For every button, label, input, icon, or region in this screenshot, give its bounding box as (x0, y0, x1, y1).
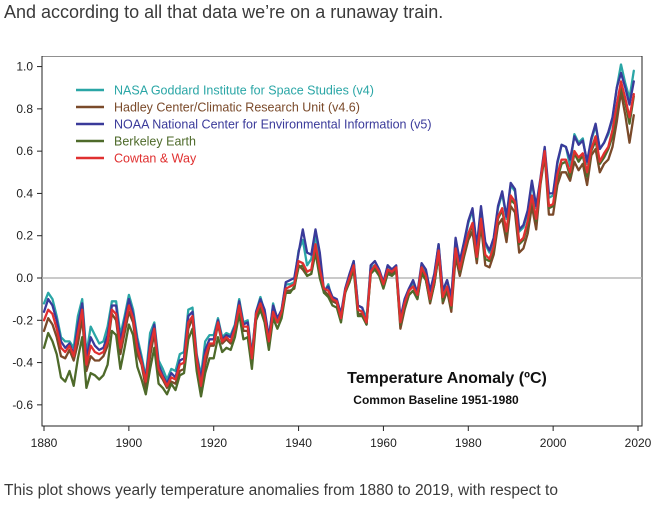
y-tick-label: 0.4 (16, 186, 33, 200)
legend-label-4: Cowtan & Way (114, 152, 197, 166)
caption-text: This plot shows yearly temperature anoma… (4, 482, 558, 499)
x-tick-label: 1900 (116, 436, 143, 450)
y-tick-label: 0.2 (16, 229, 33, 243)
x-tick-label: 2020 (625, 436, 652, 450)
x-tick-label: 1940 (285, 436, 312, 450)
x-tick-label: 1880 (31, 436, 58, 450)
legend-label-0: NASA Goddard Institute for Space Studies… (114, 84, 374, 98)
series-lines (42, 63, 635, 398)
y-tick-label: 1.0 (16, 60, 33, 74)
y-tick-label: 0.6 (16, 144, 33, 158)
series-line-4 (42, 80, 635, 387)
x-tick-label: 1920 (200, 436, 227, 450)
y-tick-label: -0.6 (12, 398, 33, 412)
legend-label-3: Berkeley Earth (114, 135, 196, 149)
annotation-subtitle: Common Baseline 1951-1980 (353, 393, 519, 407)
x-tick-label: 1980 (455, 436, 482, 450)
x-tick-label: 1960 (370, 436, 397, 450)
x-tick-label: 2000 (540, 436, 567, 450)
y-tick-label: -0.4 (12, 356, 33, 370)
headline-text: And according to all that data we’re on … (4, 2, 444, 22)
y-tick-label: 0.0 (16, 271, 33, 285)
legend-label-1: Hadley Center/Climatic Research Unit (v4… (114, 101, 360, 115)
y-tick-label: -0.2 (12, 313, 33, 327)
legend-label-2: NOAA National Center for Environmental I… (114, 118, 432, 132)
y-axis: 1.0 0.8 0.6 0.4 0.2 0.0 -0.2 -0.4 -0.6 (12, 60, 42, 412)
x-axis: 1880 1900 1920 1940 1960 1980 2000 2020 (31, 426, 652, 450)
y-tick-label: 0.8 (16, 102, 33, 116)
temperature-anomaly-chart: 1.00.80.60.40.20.0-0.2-0.4-0.6 1880 1900 1… (12, 56, 652, 450)
annotation-title: Temperature Anomaly (ºC) (347, 370, 547, 387)
legend: NASA Goddard Institute for Space Studies… (76, 84, 432, 166)
